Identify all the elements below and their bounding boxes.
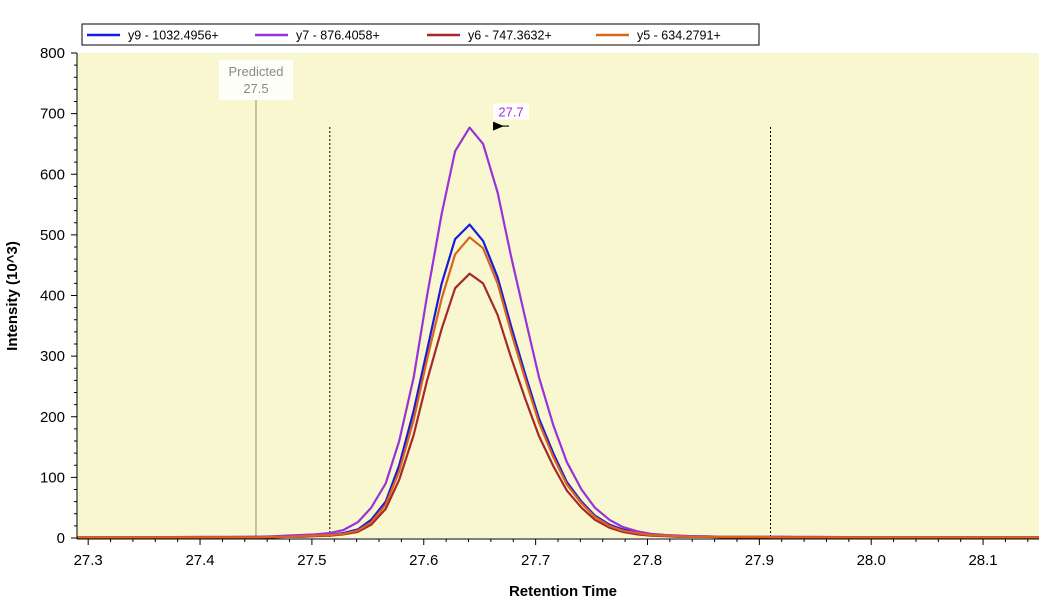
- y-tick-label: 200: [40, 409, 65, 426]
- legend-entry: y5 - 634.2791+: [637, 29, 721, 43]
- legend-entry: y9 - 1032.4956+: [128, 29, 219, 43]
- predicted-value: 27.5: [243, 81, 268, 96]
- y-tick-label: 100: [40, 469, 65, 486]
- y-tick-label: 700: [40, 106, 65, 123]
- plot-area: [77, 53, 1039, 538]
- legend-entry: y7 - 876.4058+: [296, 29, 380, 43]
- peak-label: 27.7: [498, 105, 523, 120]
- x-tick-label: 28.0: [857, 552, 886, 569]
- peak-annotation: 27.7: [493, 103, 530, 131]
- x-tick-label: 27.6: [409, 552, 438, 569]
- y-tick-label: 500: [40, 227, 65, 244]
- integration-boundaries: [329, 126, 772, 538]
- y-tick-label: 0: [57, 530, 65, 547]
- y-axis-title: Intensity (10^3): [4, 241, 21, 351]
- legend-entry: y6 - 747.3632+: [468, 29, 552, 43]
- legend[interactable]: y9 - 1032.4956+ y7 - 876.4058+ y6 - 747.36…: [81, 23, 760, 46]
- x-tick-label: 27.9: [745, 552, 774, 569]
- x-axis-title: Retention Time: [509, 583, 617, 600]
- x-tick-label: 28.1: [968, 552, 997, 569]
- y-tick-label: 800: [40, 45, 65, 62]
- x-ticks: 27.3 27.4 27.5 27.6 27.7 27.8 27.9 28.0 28.1: [74, 539, 1029, 569]
- y-tick-label: 600: [40, 166, 65, 183]
- predicted-marker: Predicted 27.5: [218, 60, 293, 538]
- y-tick-label: 400: [40, 288, 65, 305]
- peak-label-box: [493, 103, 530, 120]
- predicted-label: Predicted: [229, 64, 284, 79]
- predicted-label-box: [218, 60, 293, 100]
- x-tick-label: 27.5: [297, 552, 326, 569]
- x-tick-label: 27.3: [74, 552, 103, 569]
- x-tick-label: 27.8: [633, 552, 662, 569]
- series-line-y5: [77, 236, 1039, 539]
- x-tick-label: 27.4: [185, 552, 214, 569]
- y-ticks: 0 100 200 300 400 500 600 700 800: [40, 45, 77, 547]
- y-tick-label: 300: [40, 348, 65, 365]
- legend-box: [81, 23, 760, 46]
- series-lines: [77, 126, 1039, 539]
- x-tick-label: 27.7: [521, 552, 550, 569]
